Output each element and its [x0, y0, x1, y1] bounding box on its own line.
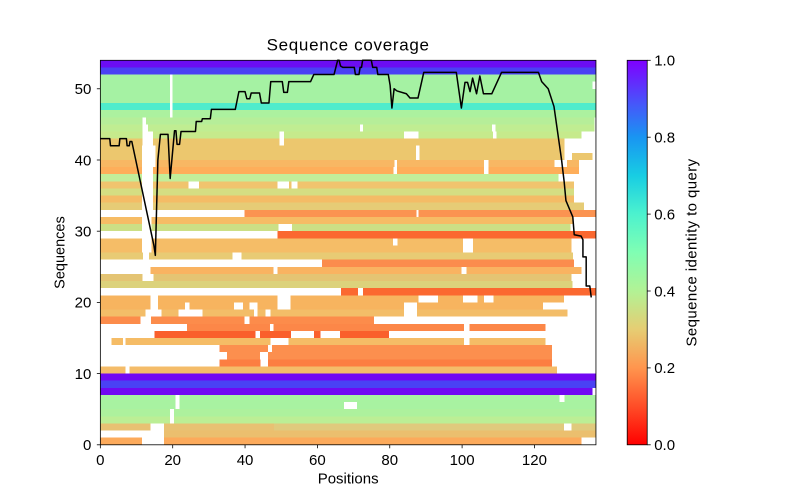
svg-text:20: 20	[75, 295, 92, 312]
svg-text:0.2: 0.2	[654, 360, 675, 377]
svg-text:1.0: 1.0	[654, 53, 675, 70]
svg-text:0: 0	[96, 452, 104, 469]
svg-text:100: 100	[450, 452, 475, 469]
svg-text:0: 0	[83, 437, 91, 454]
svg-text:0.0: 0.0	[654, 437, 675, 454]
svg-text:0.4: 0.4	[654, 283, 675, 300]
svg-text:30: 30	[75, 223, 92, 240]
svg-text:Positions: Positions	[318, 470, 379, 487]
svg-text:20: 20	[164, 452, 181, 469]
svg-text:40: 40	[237, 452, 254, 469]
svg-text:0.6: 0.6	[654, 206, 675, 223]
svg-text:Sequences: Sequences	[53, 216, 69, 289]
svg-text:40: 40	[75, 152, 92, 169]
svg-text:80: 80	[381, 452, 398, 469]
svg-text:Sequence coverage: Sequence coverage	[267, 36, 430, 55]
svg-text:0.8: 0.8	[654, 130, 675, 147]
svg-text:60: 60	[309, 452, 326, 469]
svg-text:10: 10	[75, 366, 92, 383]
svg-text:Sequence identity to query: Sequence identity to query	[684, 158, 701, 346]
svg-text:120: 120	[522, 452, 547, 469]
svg-text:50: 50	[75, 81, 92, 98]
